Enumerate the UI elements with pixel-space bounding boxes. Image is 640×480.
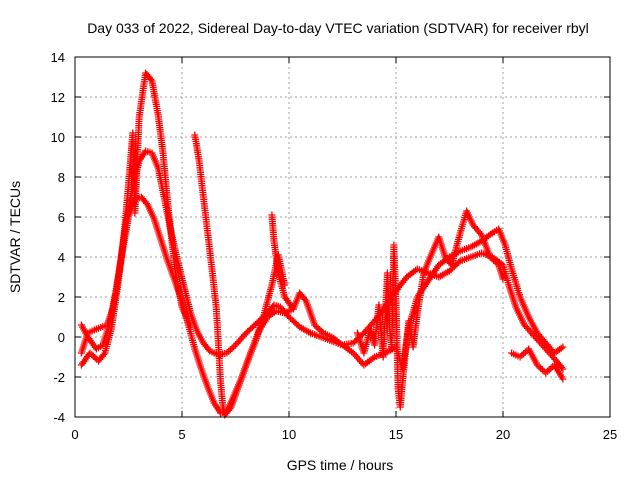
x-tick-label: 5: [178, 427, 185, 442]
x-tick-label: 10: [282, 427, 296, 442]
series-markers: [191, 131, 289, 419]
y-tick-label: -4: [53, 410, 65, 425]
series-markers: [508, 345, 567, 383]
series-track-e: [268, 211, 297, 313]
y-tick-label: -2: [53, 370, 65, 385]
series-markers: [77, 69, 195, 369]
series-layer: [77, 69, 567, 419]
y-tick-label: 6: [58, 210, 65, 225]
series-track-d: [191, 131, 289, 419]
x-tick-label: 15: [389, 427, 403, 442]
chart-title: Day 033 of 2022, Sidereal Day-to-day VTE…: [87, 20, 589, 36]
y-tick-label: 8: [58, 170, 65, 185]
x-tick-label: 0: [71, 427, 78, 442]
y-tick-label: 2: [58, 290, 65, 305]
y-tick-label: 14: [51, 50, 65, 65]
y-axis-label: SDTVAR / TECUs: [7, 181, 23, 293]
plot-frame: [74, 56, 611, 418]
series-markers: [77, 193, 567, 417]
y-tick-label: 4: [58, 250, 65, 265]
series-track-c: [77, 69, 195, 369]
y-tick-label: 0: [58, 330, 65, 345]
series-track-b: [77, 193, 567, 417]
x-tick-label: 25: [603, 427, 617, 442]
y-tick-label: 12: [51, 90, 65, 105]
x-tick-label: 20: [496, 427, 510, 442]
y-tick-label: 10: [51, 130, 65, 145]
tick-layer: 0 5 10 15 20 25 -4 -2 0 2 4 6 8 10 12 14: [51, 50, 618, 442]
series-track-g: [508, 345, 567, 383]
x-axis-label: GPS time / hours: [287, 457, 394, 473]
series-markers: [268, 211, 297, 313]
series-markers: [354, 207, 507, 411]
series-track-f: [354, 207, 507, 411]
